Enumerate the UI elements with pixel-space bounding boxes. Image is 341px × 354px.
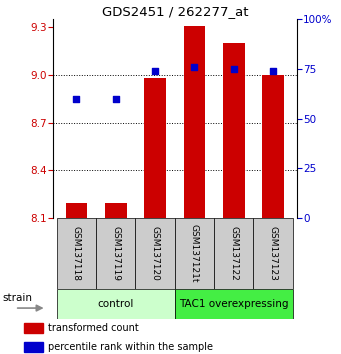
- Bar: [253, 218, 293, 289]
- Text: transformed count: transformed count: [48, 323, 138, 333]
- Bar: [135, 218, 175, 289]
- Bar: [96, 218, 135, 289]
- Text: percentile rank within the sample: percentile rank within the sample: [48, 342, 213, 352]
- Bar: [214, 218, 253, 289]
- Point: [113, 96, 119, 102]
- Text: strain: strain: [3, 292, 33, 303]
- Text: control: control: [98, 298, 134, 309]
- Bar: [223, 43, 244, 218]
- Point: [270, 68, 276, 74]
- Point: [74, 96, 79, 102]
- Text: GSM137119: GSM137119: [111, 225, 120, 281]
- Bar: [144, 78, 166, 218]
- Text: GSM137122: GSM137122: [229, 226, 238, 280]
- Bar: [65, 204, 87, 218]
- Bar: [57, 289, 175, 319]
- Title: GDS2451 / 262277_at: GDS2451 / 262277_at: [102, 5, 248, 18]
- Bar: [175, 218, 214, 289]
- Bar: [24, 342, 43, 352]
- Bar: [24, 323, 43, 333]
- Text: TAC1 overexpressing: TAC1 overexpressing: [179, 298, 288, 309]
- Text: GSM137121t: GSM137121t: [190, 224, 199, 282]
- Bar: [262, 75, 284, 218]
- Bar: [183, 26, 205, 218]
- Point: [231, 66, 236, 72]
- Bar: [175, 289, 293, 319]
- Point: [152, 68, 158, 74]
- Bar: [105, 204, 127, 218]
- Text: GSM137123: GSM137123: [269, 225, 278, 281]
- Text: GSM137118: GSM137118: [72, 225, 81, 281]
- Point: [192, 64, 197, 70]
- Bar: [57, 218, 96, 289]
- Text: GSM137120: GSM137120: [151, 225, 160, 281]
